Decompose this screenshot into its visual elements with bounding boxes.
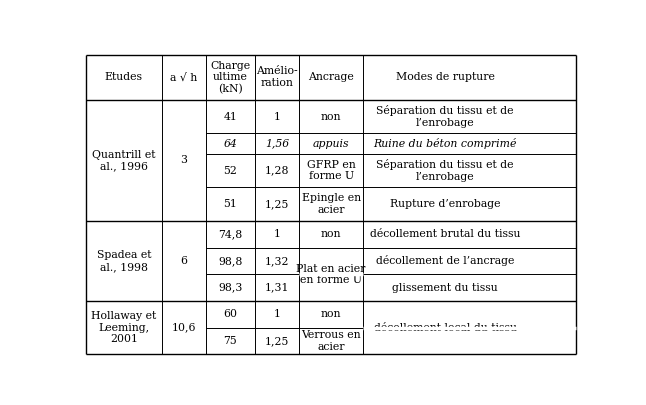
Text: 1,25: 1,25 — [265, 336, 289, 346]
Text: 1: 1 — [274, 112, 280, 122]
Text: Charge
ultime
(kN): Charge ultime (kN) — [211, 60, 251, 94]
Text: 51: 51 — [224, 199, 238, 209]
Text: 10,6: 10,6 — [172, 322, 196, 333]
Text: Séparation du tissu et de
l’enrobage: Séparation du tissu et de l’enrobage — [377, 159, 514, 182]
Text: appuis: appuis — [313, 139, 349, 149]
Text: 60: 60 — [224, 309, 238, 319]
Text: GFRP en
forme U: GFRP en forme U — [307, 160, 355, 181]
Text: Rupture d’enrobage: Rupture d’enrobage — [390, 199, 501, 209]
Text: Ancrage: Ancrage — [308, 72, 354, 82]
Text: 41: 41 — [224, 112, 238, 122]
Text: 3: 3 — [180, 156, 187, 165]
Text: 1,31: 1,31 — [265, 283, 289, 293]
Text: non: non — [321, 309, 341, 319]
Text: 1,25: 1,25 — [265, 199, 289, 209]
Text: 1,28: 1,28 — [265, 166, 289, 175]
Text: Quantrill et
al., 1996: Quantrill et al., 1996 — [92, 149, 156, 171]
Text: décollement de l’ancrage: décollement de l’ancrage — [376, 256, 514, 266]
Text: Epingle en
acier: Epingle en acier — [302, 194, 360, 215]
Text: décollement brutal du tissu: décollement brutal du tissu — [370, 229, 521, 239]
Text: Ruine du béton comprimé: Ruine du béton comprimé — [373, 138, 517, 149]
Text: Plat en acier
en forme U: Plat en acier en forme U — [297, 264, 366, 285]
Text: 75: 75 — [224, 336, 237, 346]
Text: 1,32: 1,32 — [265, 256, 289, 266]
Text: non: non — [321, 112, 341, 122]
Text: a √ h: a √ h — [171, 72, 198, 82]
Text: Modes de rupture: Modes de rupture — [396, 72, 495, 82]
Text: 64: 64 — [224, 139, 237, 149]
Text: 98,8: 98,8 — [218, 256, 243, 266]
Text: 6: 6 — [180, 256, 187, 266]
Text: 98,3: 98,3 — [218, 283, 243, 293]
Text: 52: 52 — [224, 166, 238, 175]
Text: Verrous en
acier: Verrous en acier — [301, 330, 361, 352]
Text: Amélio-
ration: Amélio- ration — [256, 66, 298, 88]
Text: 1,56: 1,56 — [265, 139, 289, 149]
Text: Etudes: Etudes — [105, 72, 143, 82]
Text: 1: 1 — [274, 229, 280, 239]
Text: 1: 1 — [274, 309, 280, 319]
Text: décollement local du tissu: décollement local du tissu — [373, 322, 517, 333]
Text: Séparation du tissu et de
l’enrobage: Séparation du tissu et de l’enrobage — [377, 105, 514, 128]
Text: glissement du tissu: glissement du tissu — [392, 283, 498, 293]
Text: 74,8: 74,8 — [218, 229, 243, 239]
Text: Hollaway et
Leeming,
2001: Hollaway et Leeming, 2001 — [91, 311, 156, 344]
Text: non: non — [321, 229, 341, 239]
Text: Spadea et
al., 1998: Spadea et al., 1998 — [96, 250, 151, 272]
